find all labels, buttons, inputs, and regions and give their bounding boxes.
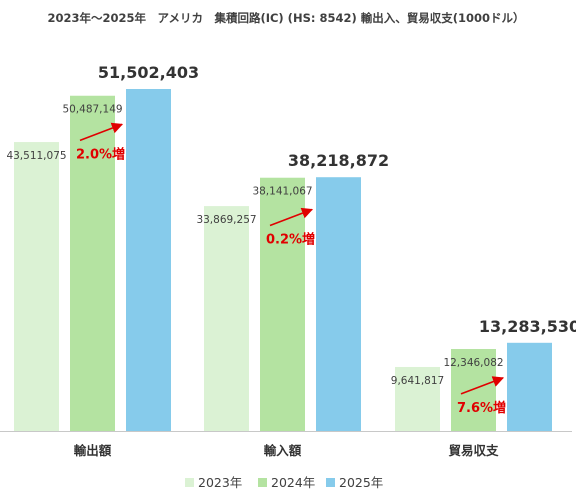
bar-1-3 [395,366,440,431]
value-label-1-1: 43,511,075 [6,150,66,162]
category-label-3: 貿易収支 [448,443,499,458]
bar-2-3 [451,349,496,431]
chart-title: 2023年～2025年 アメリカ 集積回路(IC) (HS: 8542) 輸出入… [48,11,525,25]
value-label-3-1: 51,502,403 [98,63,199,82]
growth-label-3: 7.6%増 [457,400,506,416]
value-label-2-1: 50,487,149 [62,104,122,116]
bar-3-1 [126,89,171,431]
bar-2-2 [260,177,305,431]
legend-label-2: 2024年 [271,475,315,490]
legend-label-3: 2025年 [339,475,383,490]
value-label-3-3: 13,283,530 [479,317,576,336]
bar-3-2 [316,177,361,431]
bars-group [14,89,552,431]
legend-label-1: 2023年 [198,475,242,490]
category-labels-group: 輸出額 輸入額 貿易収支 [74,443,499,458]
legend: 2023年 2024年 2025年 [185,475,383,490]
legend-swatch-2 [258,478,267,487]
value-label-1-3: 9,641,817 [391,375,444,387]
bar-1-1 [14,142,59,431]
value-label-1-2: 33,869,257 [196,214,256,226]
growth-arrows-group: 2.0%増 0.2%増 7.6%増 [76,122,506,416]
bar-2-1 [70,95,115,431]
value-label-3-2: 38,218,872 [288,151,389,170]
growth-arrow-1 [79,122,124,142]
growth-label-1: 2.0%増 [76,146,125,162]
growth-arrow-2 [269,207,314,227]
bar-1-2 [204,206,249,431]
legend-swatch-1 [185,478,194,487]
growth-arrow-3 [460,376,505,395]
bar-3-3 [507,342,552,431]
legend-swatch-3 [326,478,335,487]
growth-label-2: 0.2%増 [266,231,315,247]
category-label-1: 輸出額 [74,443,112,458]
value-labels-group: 43,511,075 50,487,149 51,502,403 33,869,257… [6,63,576,387]
category-label-2: 輸入額 [264,443,302,458]
value-label-2-2: 38,141,067 [252,186,312,198]
value-label-2-3: 12,346,082 [443,357,503,369]
